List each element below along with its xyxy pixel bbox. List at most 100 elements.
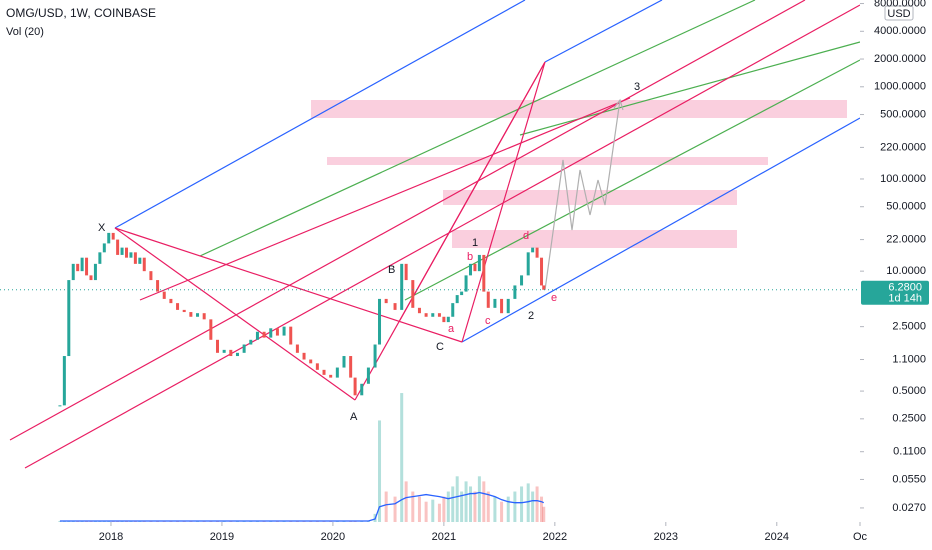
candle xyxy=(526,252,530,276)
candle xyxy=(196,313,200,317)
candle xyxy=(446,316,450,323)
candle xyxy=(162,291,166,299)
drawings xyxy=(9,0,861,469)
volume-bar xyxy=(482,481,486,522)
candle xyxy=(309,359,313,364)
volume-bar xyxy=(384,491,388,522)
x-tick-label: 2018 xyxy=(99,531,123,543)
y-tick-label: 1.1000 xyxy=(892,353,926,365)
candle xyxy=(404,263,408,281)
candle xyxy=(80,257,84,272)
candle xyxy=(506,298,510,314)
projection xyxy=(544,99,621,291)
x-tick-label: 2020 xyxy=(321,531,345,543)
annotation: B xyxy=(388,264,395,276)
candle xyxy=(424,313,428,317)
candle xyxy=(269,328,273,338)
candle xyxy=(442,316,446,323)
candle xyxy=(373,344,377,368)
volume-bar xyxy=(417,496,421,522)
annotation: 1 xyxy=(472,237,478,249)
candle xyxy=(437,313,441,317)
candle xyxy=(189,312,193,317)
candle xyxy=(315,363,319,370)
zone xyxy=(311,100,847,118)
unit-box[interactable] xyxy=(884,5,914,21)
candle xyxy=(235,352,239,357)
zone xyxy=(443,190,737,205)
candle xyxy=(378,298,382,345)
volume-bar xyxy=(477,476,481,522)
y-tick-label: 500.0000 xyxy=(880,108,926,120)
volume-bar xyxy=(493,496,497,522)
y-tick-label: 0.0270 xyxy=(892,502,926,514)
time-axis xyxy=(0,522,932,550)
candle xyxy=(107,232,111,244)
candle xyxy=(229,349,233,357)
last-price-label: 6.2800 xyxy=(888,282,922,294)
candle xyxy=(222,349,226,353)
zone xyxy=(327,157,768,165)
annotation: d xyxy=(523,230,529,242)
volume-bar xyxy=(486,491,490,522)
projection-arrow xyxy=(613,98,624,111)
candle xyxy=(417,307,421,314)
volume-bar xyxy=(424,501,428,522)
unit-label: USD xyxy=(887,8,910,20)
y-tick-label: 10.0000 xyxy=(886,265,926,277)
candle xyxy=(469,263,473,276)
candle xyxy=(295,344,299,353)
candle xyxy=(431,313,435,317)
x-tick-label: 2023 xyxy=(654,531,678,543)
candle xyxy=(329,374,333,378)
y-tick-label: 2.5000 xyxy=(892,321,926,333)
candle xyxy=(486,291,490,308)
y-tick-label: 0.0550 xyxy=(892,473,926,485)
pattern-line xyxy=(114,227,356,401)
candle xyxy=(451,303,455,317)
x-tick-label: Oc xyxy=(853,531,868,543)
zones xyxy=(311,100,847,248)
candle xyxy=(500,298,504,314)
candle xyxy=(182,309,186,313)
candle xyxy=(149,271,153,281)
annotation: b xyxy=(467,251,473,263)
candle xyxy=(473,263,477,272)
candle xyxy=(85,257,89,276)
y-tick-label: 0.2500 xyxy=(892,413,926,425)
y-tick-label: 2000.0000 xyxy=(874,53,926,65)
volume-bar xyxy=(437,503,441,522)
y-tick-label: 0.1100 xyxy=(893,446,926,458)
volume-bar xyxy=(404,481,408,522)
last-price-box xyxy=(861,280,929,305)
volume-bar xyxy=(442,496,446,522)
pitchfork-line xyxy=(519,41,861,136)
candle xyxy=(366,367,370,384)
candle xyxy=(349,356,353,378)
candle xyxy=(342,356,346,368)
volume-bar xyxy=(506,496,510,522)
candle xyxy=(384,298,388,304)
plot xyxy=(0,232,860,522)
volume-bar xyxy=(455,476,459,522)
pitchfork-line xyxy=(544,0,663,63)
candle xyxy=(138,257,142,264)
y-tick-label: 0.5000 xyxy=(892,385,926,397)
candle xyxy=(531,247,535,253)
candle xyxy=(460,291,464,296)
candle xyxy=(535,247,539,258)
annotation: X xyxy=(98,222,106,234)
pitchfork-line xyxy=(199,0,756,257)
x-tick-label: 2024 xyxy=(765,531,789,543)
volume-bar xyxy=(446,491,450,522)
candle xyxy=(513,285,517,299)
candle xyxy=(464,275,468,292)
volume-bar xyxy=(460,491,464,522)
pattern-line xyxy=(114,227,463,343)
candle xyxy=(542,285,546,290)
y-tick-label: 22.0000 xyxy=(886,233,926,245)
annotation: 2 xyxy=(528,310,534,322)
pitchfork-line xyxy=(114,0,526,229)
candle xyxy=(62,356,66,406)
countdown: 1d 14h xyxy=(888,293,922,305)
